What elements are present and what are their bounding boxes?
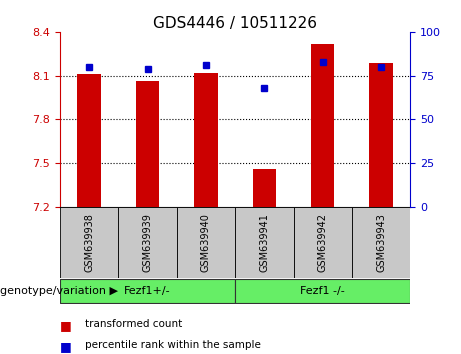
Title: GDS4446 / 10511226: GDS4446 / 10511226 [153, 16, 317, 31]
Text: Fezf1+/-: Fezf1+/- [124, 286, 171, 296]
Bar [294, 207, 352, 278]
Bar [194, 73, 218, 207]
Text: ■: ■ [60, 340, 71, 353]
Text: GSM639939: GSM639939 [142, 213, 153, 272]
Text: ■: ■ [60, 319, 71, 332]
Bar [311, 44, 334, 207]
Bar [352, 207, 410, 278]
Bar [60, 207, 118, 278]
Text: genotype/variation ▶: genotype/variation ▶ [0, 286, 118, 296]
Text: GSM639942: GSM639942 [318, 213, 328, 272]
Bar [60, 279, 235, 303]
Bar [369, 63, 393, 207]
Text: GSM639941: GSM639941 [259, 213, 269, 272]
Bar [136, 81, 159, 207]
Bar [177, 207, 235, 278]
Text: GSM639938: GSM639938 [84, 213, 94, 272]
Bar [77, 74, 101, 207]
Text: Fezf1 -/-: Fezf1 -/- [300, 286, 345, 296]
Text: GSM639940: GSM639940 [201, 213, 211, 272]
Bar [253, 169, 276, 207]
Text: transformed count: transformed count [85, 319, 183, 329]
Bar [118, 207, 177, 278]
Text: percentile rank within the sample: percentile rank within the sample [85, 340, 261, 350]
Bar [235, 279, 410, 303]
Bar [235, 207, 294, 278]
Text: GSM639943: GSM639943 [376, 213, 386, 272]
